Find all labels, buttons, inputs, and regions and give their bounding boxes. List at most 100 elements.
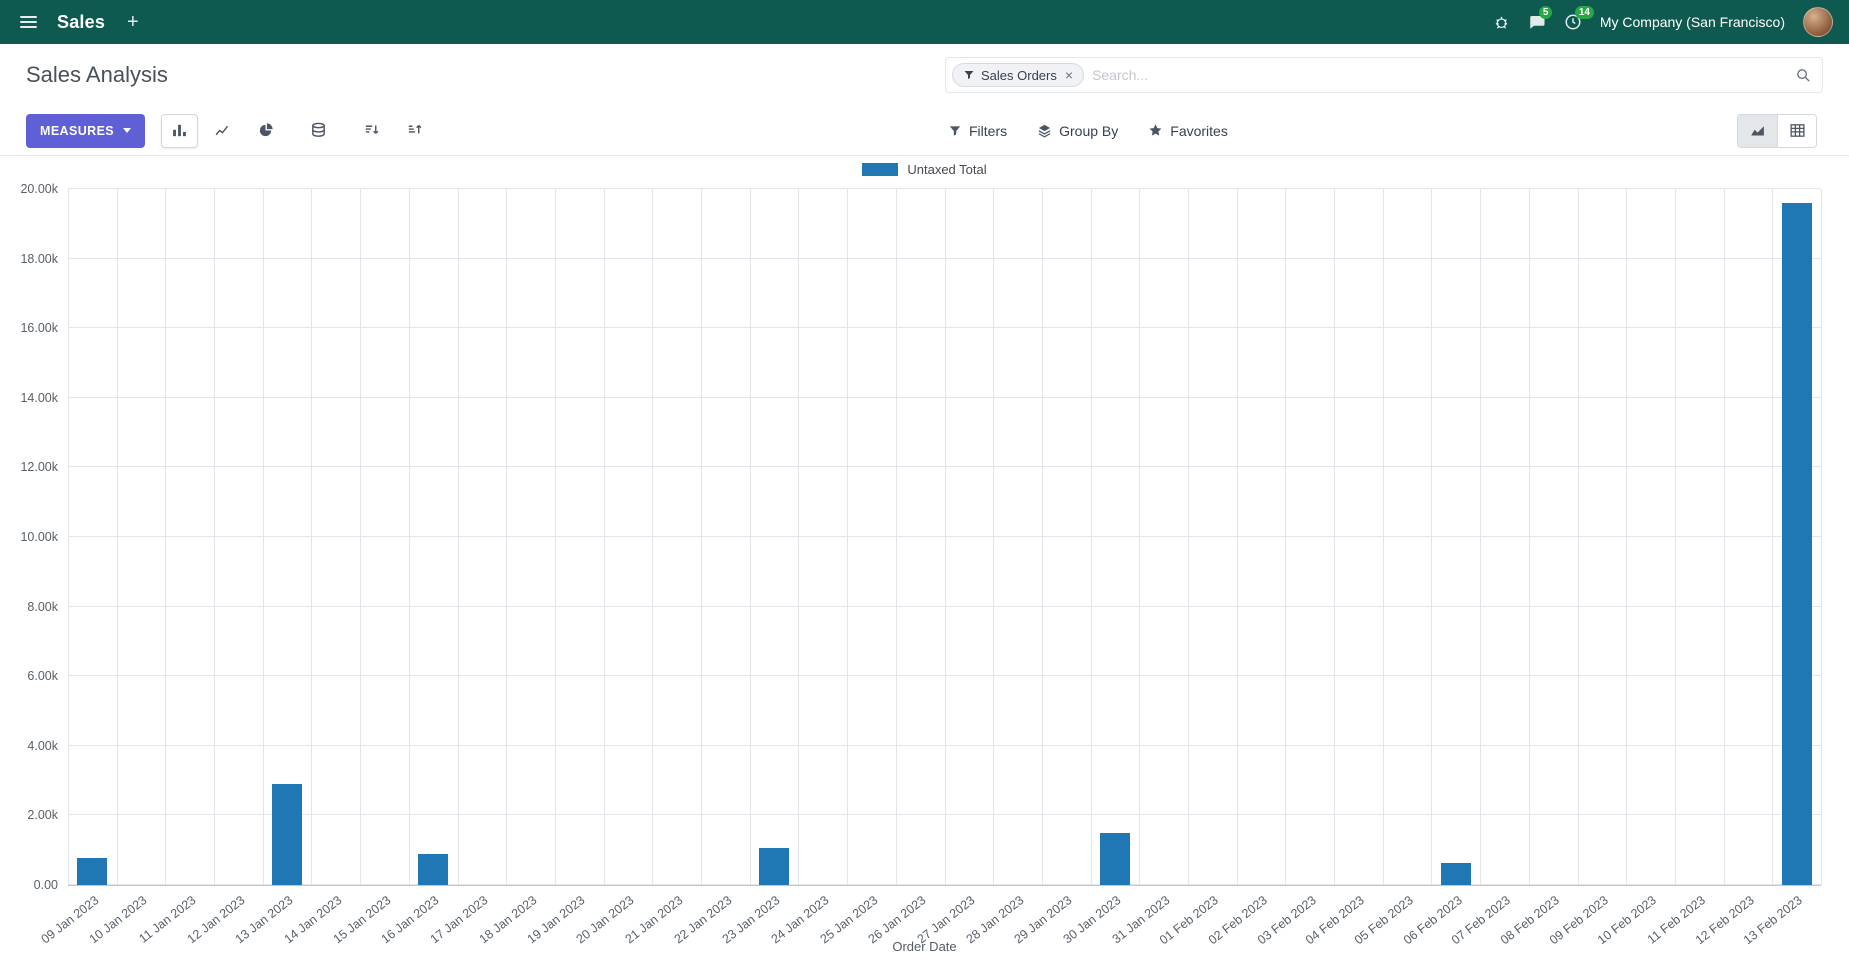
bar-chart-button[interactable]: [161, 113, 199, 148]
search-icon[interactable]: [1795, 67, 1812, 84]
graph-view-button[interactable]: [1738, 114, 1777, 147]
gridline-x: [506, 189, 508, 885]
search-input[interactable]: [1092, 67, 1787, 83]
measures-button[interactable]: MEASURES: [26, 113, 146, 148]
bar[interactable]: [272, 784, 303, 885]
gridline-x: [408, 189, 410, 885]
gridline-x: [1480, 189, 1482, 885]
facet-remove-icon[interactable]: ×: [1064, 67, 1074, 83]
debug-icon[interactable]: [1493, 14, 1510, 31]
bar[interactable]: [758, 848, 790, 885]
sort-ascending-icon: [408, 125, 422, 134]
gridline-x: [1772, 189, 1774, 885]
bar[interactable]: [77, 857, 108, 885]
activities-icon[interactable]: 14: [1564, 6, 1594, 31]
chart-legend[interactable]: Untaxed Total: [0, 162, 1849, 177]
bar[interactable]: [1099, 832, 1131, 885]
apps-menu-icon[interactable]: [16, 12, 41, 32]
gridline-x: [993, 189, 995, 885]
company-switcher[interactable]: My Company (San Francisco): [1599, 14, 1785, 30]
page-title: Sales Analysis: [26, 62, 168, 87]
gridline-y: [68, 188, 1821, 189]
plot-area: 0.00 2.00k 4.00k 6.00k 8.00k 10.00k 12.00k 14.0…: [20, 182, 1822, 947]
gridline-x: [1187, 189, 1189, 885]
group-by-button[interactable]: Group By: [1037, 123, 1118, 139]
favorites-label: Favorites: [1170, 122, 1228, 139]
sort-ascending-button[interactable]: [396, 114, 433, 148]
sort-descending-button[interactable]: [353, 114, 390, 148]
search-bar[interactable]: Sales Orders ×: [945, 57, 1823, 93]
gridline-x: [554, 189, 556, 885]
gridline-x: [944, 189, 946, 885]
search-facet[interactable]: Sales Orders ×: [952, 63, 1085, 87]
filters-label: Filters: [969, 122, 1008, 139]
search-facet-label: Sales Orders: [981, 67, 1057, 83]
stacked-toggle-button[interactable]: [300, 114, 337, 148]
messages-icon[interactable]: 5: [1528, 6, 1553, 31]
gridline-x: [749, 189, 751, 885]
gridline-x: [701, 189, 703, 885]
y-tick-label: 0.00: [33, 878, 58, 892]
y-tick-label: 16.00k: [20, 321, 58, 336]
gridline-x: [1041, 189, 1043, 885]
gridline-x: [798, 189, 800, 885]
gridline-x: [457, 189, 459, 885]
chart-toolbar: MEASURES Filters Group By Favorites: [0, 106, 1849, 156]
gridline-x: [847, 189, 849, 885]
filter-icon: [949, 125, 961, 136]
favorites-button[interactable]: Favorites: [1148, 123, 1228, 139]
legend-label: Untaxed Total: [907, 162, 987, 177]
layers-icon: [1038, 124, 1051, 138]
y-tick-label: 20.00k: [20, 182, 58, 196]
bar[interactable]: [1440, 863, 1471, 885]
gridline-x: [214, 189, 216, 885]
legend-swatch: [862, 163, 899, 176]
messages-badge: 5: [1538, 6, 1553, 19]
plus-icon[interactable]: +: [121, 10, 145, 34]
gridline-x: [311, 189, 313, 885]
y-tick-label: 4.00k: [27, 738, 58, 753]
gridline-x: [1431, 189, 1433, 885]
chart-area: Untaxed Total 0.00 2.00k 4.00k 6.00k 8.00k 10…: [0, 156, 1849, 958]
app-name[interactable]: Sales: [57, 11, 106, 32]
gridline-x: [1577, 189, 1579, 885]
gridline-x: [1139, 189, 1141, 885]
bar[interactable]: [1781, 202, 1812, 885]
filters-button[interactable]: Filters: [948, 123, 1007, 139]
gridline-x: [1821, 189, 1822, 885]
sort-descending-icon: [365, 125, 379, 134]
star-icon: [1149, 124, 1162, 136]
gridline-x: [1236, 189, 1238, 885]
y-tick-label: 2.00k: [27, 808, 58, 823]
y-tick-label: 14.00k: [20, 390, 58, 405]
y-tick-label: 8.00k: [27, 599, 58, 614]
pie-chart-button[interactable]: [247, 114, 284, 148]
gridline-x: [1723, 189, 1725, 885]
gridline-x: [1382, 189, 1384, 885]
bar-chart-icon: [173, 124, 186, 137]
stacked-icon: [312, 122, 325, 137]
pivot-table-icon: [1789, 124, 1805, 137]
line-chart-icon: [215, 125, 229, 136]
y-tick-label: 18.00k: [20, 251, 58, 266]
top-navbar: Sales + 5 14 My Company (San Francisco): [0, 0, 1849, 44]
user-avatar[interactable]: [1803, 7, 1833, 37]
navbar-left: Sales +: [16, 10, 145, 34]
pivot-view-button[interactable]: [1777, 114, 1816, 147]
area-chart-icon: [1751, 126, 1764, 136]
filter-icon: [964, 71, 974, 79]
line-chart-button[interactable]: [204, 114, 241, 148]
x-axis-title: Order Date: [892, 939, 957, 954]
gridline-x: [1626, 189, 1628, 885]
gridline-x: [895, 189, 897, 885]
activities-badge: 14: [1574, 6, 1594, 19]
bar[interactable]: [418, 853, 449, 885]
group-by-label: Group By: [1059, 122, 1119, 139]
gridline-x: [165, 189, 167, 885]
navbar-systray: 5 14 My Company (San Francisco): [1493, 6, 1833, 37]
y-tick-label: 10.00k: [20, 530, 58, 544]
gridline-x: [1285, 189, 1287, 885]
measures-label: MEASURES: [40, 123, 115, 138]
gridline-x: [360, 189, 362, 885]
view-switcher: [1737, 113, 1817, 148]
